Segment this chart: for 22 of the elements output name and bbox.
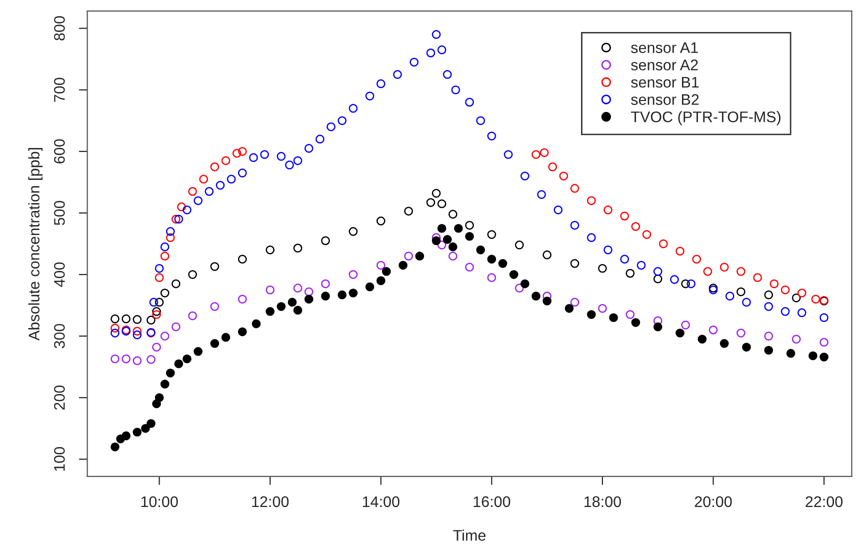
x-tick-label: 20:00 xyxy=(694,496,732,508)
x-tick-label: 14:00 xyxy=(362,496,400,508)
legend-label: TVOC (PTR-TOF-MS) xyxy=(630,111,780,126)
y-tick-label: 400 xyxy=(54,262,65,287)
y-tick-label: 500 xyxy=(54,200,65,226)
y-tick-label: 300 xyxy=(54,324,65,348)
y-tick-label: 700 xyxy=(54,78,65,102)
y-axis-title: Absolute concentration [ppb] xyxy=(28,148,43,341)
legend-label: sensor A2 xyxy=(631,60,698,70)
y-tick-label: 600 xyxy=(54,139,65,164)
x-tick-label: 12:00 xyxy=(252,496,289,508)
y-tick-label: 800 xyxy=(54,16,65,40)
x-tick-label: 18:00 xyxy=(584,496,621,508)
x-axis-title: Time xyxy=(453,530,486,541)
legend-label: sensor A1 xyxy=(631,42,698,54)
x-tick-label: 22:00 xyxy=(806,496,843,508)
x-tick-label: 16:00 xyxy=(474,496,510,508)
x-tick-label: 10:00 xyxy=(141,496,178,508)
legend-label: sensor B1 xyxy=(631,77,699,88)
legend-label: sensor B2 xyxy=(631,94,699,105)
y-tick-label: 200 xyxy=(54,386,65,410)
y-tick-label: 100 xyxy=(54,447,65,471)
